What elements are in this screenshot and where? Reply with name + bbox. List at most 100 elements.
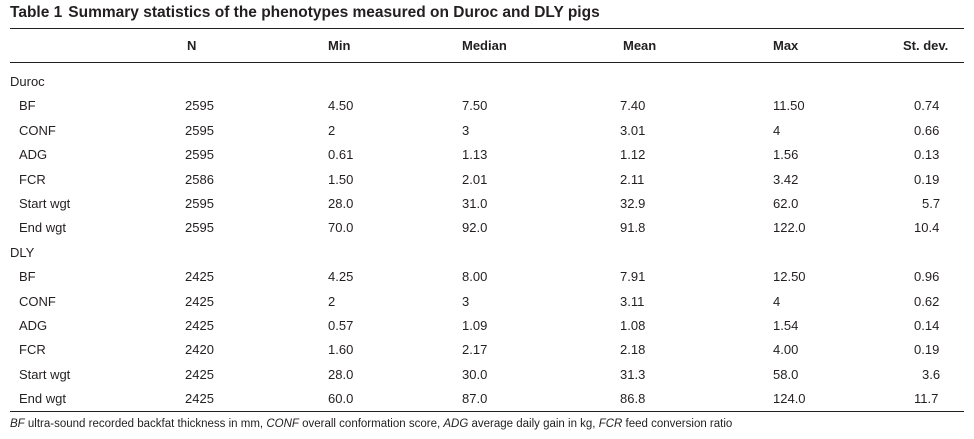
column-header: Mean [623, 38, 657, 53]
table-cell: 0.62 [914, 294, 940, 309]
table-cell: 10.4 [914, 220, 940, 235]
table-cell: 2 [328, 123, 336, 138]
table-cell: 2595 [185, 123, 214, 138]
table-cell: 0.19 [914, 172, 940, 187]
table-cell: 92.0 [462, 220, 488, 235]
row-label: BF [19, 98, 36, 113]
table-cell: 2425 [185, 294, 214, 309]
table-cell: 2.11 [620, 172, 645, 187]
column-header: St. dev. [903, 38, 949, 53]
table-cell: 87.0 [462, 391, 488, 406]
table-cell: 1.56 [773, 147, 799, 162]
table-cell: 124.0 [773, 391, 806, 406]
table-cell: 3.01 [620, 123, 646, 138]
table-cell: 0.66 [914, 123, 940, 138]
table-cell: 4 [773, 123, 781, 138]
table-cell: 0.19 [914, 342, 940, 357]
table-cell: 32.9 [620, 196, 646, 211]
table-cell: 11.50 [773, 98, 805, 113]
table-cell: 3.11 [620, 294, 645, 309]
table-cell: 0.57 [328, 318, 354, 333]
footnote-text: ultra-sound recorded backfat thickness i… [24, 418, 267, 430]
footnote-abbr: CONF [266, 418, 299, 430]
row-label: FCR [19, 342, 46, 357]
row-label: ADG [19, 147, 48, 162]
table-cell: 1.12 [620, 147, 646, 162]
table-cell: 2595 [185, 147, 214, 162]
table-cell: 31.3 [620, 367, 646, 382]
table-cell: 28.0 [328, 196, 354, 211]
table-cell: 1.50 [328, 172, 354, 187]
table-cell: 3 [462, 294, 470, 309]
table-cell: 7.40 [620, 98, 646, 113]
table-cell: 28.0 [328, 367, 354, 382]
table-cell: 2425 [185, 367, 214, 382]
footnote-abbr: FCR [598, 418, 623, 430]
table-cell: 4.50 [328, 98, 354, 113]
footnote-text: overall conformation score, [298, 418, 444, 430]
table-cell: 60.0 [328, 391, 354, 406]
table-cell: 1.60 [328, 342, 354, 357]
table-cell: 70.0 [328, 220, 354, 235]
table-cell: 2.17 [462, 342, 488, 357]
table-cell: 0.13 [914, 147, 940, 162]
table-cell: 2425 [185, 318, 214, 333]
table-caption: Summary statistics of the phenotypes mea… [68, 4, 600, 21]
table-cell: 86.8 [620, 391, 646, 406]
table-cell: 2.01 [462, 172, 488, 187]
row-label: End wgt [19, 220, 66, 235]
column-header: Max [773, 38, 799, 53]
column-header: Median [462, 38, 507, 53]
group-label: Duroc [10, 74, 45, 89]
row-label: FCR [19, 172, 46, 187]
row-label: ADG [19, 318, 48, 333]
table-label: Table 1 [10, 4, 63, 21]
table-cell: 7.91 [620, 269, 646, 284]
table-cell: 7.50 [462, 98, 488, 113]
table-cell: 58.0 [773, 367, 799, 382]
column-header: N [187, 38, 197, 53]
row-label: End wgt [19, 391, 66, 406]
row-label: CONF [19, 294, 56, 309]
footnote-text: average daily gain in kg, [468, 418, 599, 430]
table-title: Table 1 Summary statistics of the phenoty… [10, 4, 600, 22]
table-cell: 0.74 [914, 98, 940, 113]
table-cell: 91.8 [620, 220, 646, 235]
group-label: DLY [10, 245, 35, 260]
table-cell: 122.0 [773, 220, 806, 235]
table-cell: 1.13 [462, 147, 488, 162]
table-cell: 2595 [185, 220, 214, 235]
column-header: Min [328, 38, 351, 53]
table-cell: 5.7 [922, 196, 941, 211]
table-cell: 1.08 [620, 318, 646, 333]
table-cell: 0.96 [914, 269, 940, 284]
table-footnote: BF ultra-sound recorded backfat thicknes… [10, 418, 732, 430]
row-label: Start wgt [19, 367, 71, 382]
table-cell: 0.14 [914, 318, 940, 333]
footnote-abbr: BF [10, 418, 25, 430]
table-cell: 2425 [185, 269, 214, 284]
table-cell: 4.00 [773, 342, 799, 357]
top-rule [10, 28, 964, 29]
table-cell: 4 [773, 294, 781, 309]
table-cell: 1.54 [773, 318, 799, 333]
row-label: BF [19, 269, 36, 284]
table-cell: 2595 [185, 98, 214, 113]
table-cell: 3.42 [773, 172, 799, 187]
table-cell: 4.25 [328, 269, 354, 284]
header-rule [10, 62, 964, 63]
table-cell: 2420 [185, 342, 214, 357]
table-cell: 12.50 [773, 269, 806, 284]
table-cell: 2 [328, 294, 336, 309]
footnote-text: feed conversion ratio [622, 418, 733, 430]
row-label: CONF [19, 123, 56, 138]
table-cell: 3.6 [922, 367, 941, 382]
footnote-abbr: ADG [443, 418, 469, 430]
table-cell: 11.7 [914, 391, 939, 406]
table-cell: 2.18 [620, 342, 646, 357]
row-label: Start wgt [19, 196, 71, 211]
table-cell: 2595 [185, 196, 214, 211]
table-cell: 2425 [185, 391, 214, 406]
table-cell: 3 [462, 123, 470, 138]
table-cell: 1.09 [462, 318, 488, 333]
